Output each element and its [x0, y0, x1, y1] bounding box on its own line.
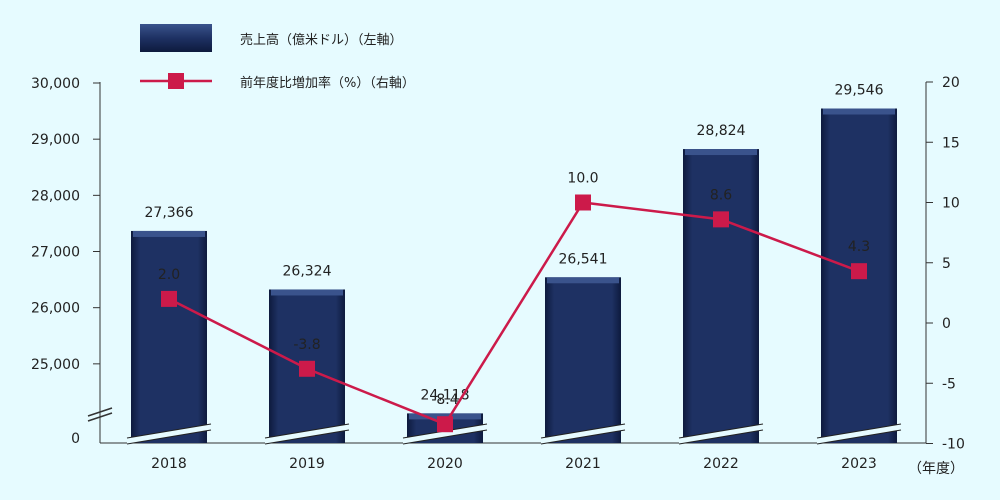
growth-marker-2018 — [161, 290, 177, 307]
left-tick-label: 30,000 — [31, 76, 80, 92]
growth-value-label: -8.4 — [431, 392, 458, 408]
growth-line — [168, 201, 860, 426]
category-label: 2022 — [703, 456, 739, 472]
bar-break-line — [540, 423, 626, 439]
growth-value-label: 4.3 — [848, 239, 870, 255]
bar-break-line — [678, 429, 764, 445]
legend: 売上高（億米ドル）（左軸） 前年度比増加率（%）（右軸） — [140, 24, 415, 91]
growth-marker-2019 — [299, 360, 315, 377]
legend-bar-swatch — [140, 24, 212, 52]
category-label: 2021 — [565, 456, 601, 472]
bar-break-line — [402, 429, 488, 445]
legend-line-label: 前年度比増加率（%）（右軸） — [240, 75, 415, 91]
left-tick-label: 28,000 — [31, 188, 80, 204]
left-tick-label: 29,000 — [31, 132, 80, 148]
category-label: 2019 — [289, 456, 325, 472]
bar-value-label: 26,324 — [283, 263, 332, 279]
left-tick-label: 26,000 — [31, 301, 80, 317]
bar-break-line — [264, 429, 350, 445]
left-axis-ticks: 0 25,000 26,000 27,000 28,000 29,000 30,000 — [31, 76, 100, 447]
right-tick-label: 20 — [942, 75, 960, 91]
bar-break-line — [126, 423, 212, 439]
bar-top-bevel — [823, 108, 895, 115]
bar-break-band — [679, 424, 763, 444]
growth-value-label: 2.0 — [158, 267, 180, 283]
bar-2021 — [545, 277, 621, 443]
bar-break-line — [678, 423, 764, 439]
bar-break-line — [816, 423, 902, 439]
bar-value-label: 27,366 — [145, 205, 194, 221]
left-axis-break — [87, 407, 113, 422]
left-tick-label: 25,000 — [31, 357, 80, 373]
right-tick-label: -5 — [942, 376, 956, 392]
left-tick-label: 0 — [71, 431, 80, 447]
bar-break-band — [265, 424, 349, 444]
bar-top-bevel — [271, 289, 343, 296]
bar-break-line — [540, 429, 626, 445]
bar-value-label: 28,824 — [697, 123, 746, 139]
category-label: 2018 — [151, 456, 187, 472]
x-axis-unit: （年度） — [908, 461, 964, 477]
bar-2018 — [131, 230, 207, 443]
bar-2022 — [683, 149, 759, 444]
bar-break-band — [541, 424, 625, 444]
growth-marker-2023 — [851, 263, 867, 280]
category-label: 2020 — [427, 456, 463, 472]
growth-marker-2022 — [713, 211, 729, 228]
bar-top-bevel — [685, 149, 757, 156]
bar-top-bevel — [133, 230, 205, 237]
category-label: 2023 — [841, 456, 877, 472]
growth-value-label: 8.6 — [710, 187, 732, 203]
growth-marker-2020 — [437, 416, 453, 433]
growth-value-label: 10.0 — [567, 171, 598, 187]
category-labels: 2018 2019 2020 2021 2022 2023 — [151, 456, 877, 472]
bar-break-line — [126, 429, 212, 445]
bar-break-line — [264, 423, 350, 439]
bars: 27,366 26,324 24,118 26,541 28,824 29,546 — [126, 83, 902, 445]
right-tick-label: 15 — [942, 135, 960, 151]
bar-value-label: 26,541 — [559, 251, 608, 267]
legend-line-marker — [168, 73, 184, 89]
left-tick-label: 27,000 — [31, 245, 80, 261]
right-tick-label: 0 — [942, 316, 951, 332]
bar-top-bevel — [547, 277, 619, 284]
growth-value-label: -3.8 — [293, 337, 320, 353]
bar-value-label: 24,118 — [421, 387, 470, 403]
bar-value-label: 29,546 — [835, 83, 884, 99]
bar-break-band — [817, 424, 901, 444]
right-tick-label: -10 — [942, 437, 965, 453]
right-axis-ticks: -10 -5 0 5 10 15 20 — [926, 75, 965, 453]
right-tick-label: 10 — [942, 196, 960, 212]
bar-break-band — [127, 424, 211, 444]
bar-break-band — [403, 424, 487, 444]
right-tick-label: 5 — [942, 256, 951, 272]
growth-line-series: 2.0 -3.8 -8.4 10.0 8.6 4.3 — [158, 171, 870, 433]
bar-break-line — [816, 429, 902, 445]
growth-marker-2021 — [575, 194, 591, 211]
legend-bar-label: 売上高（億米ドル）（左軸） — [240, 32, 403, 48]
